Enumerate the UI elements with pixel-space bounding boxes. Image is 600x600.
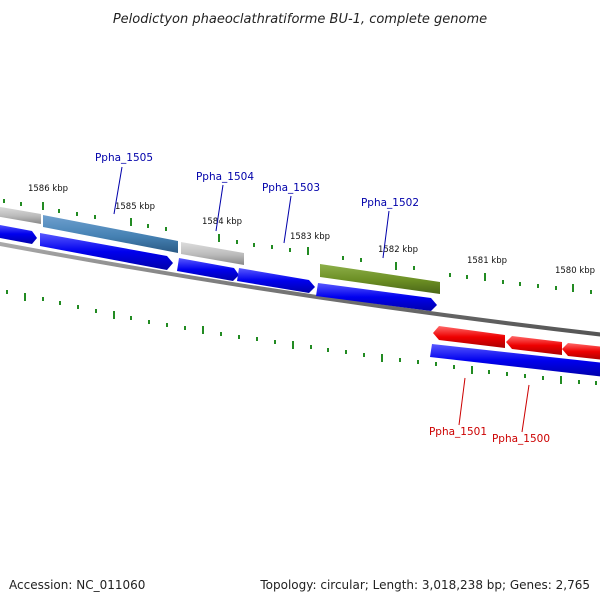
cds-arrow-ppha-1504[interactable] [177, 258, 239, 281]
outer-feature-track [0, 206, 440, 294]
forward-cds-track [0, 224, 437, 311]
cds-arrow-ppha-1502[interactable] [316, 283, 437, 311]
kbp-label: 1585 kbp [115, 202, 155, 212]
grey-feature-left[interactable] [0, 206, 41, 224]
reverse-cds-track [433, 326, 600, 360]
cds-arrow-right[interactable] [562, 343, 600, 360]
gene-label-ppha-1502[interactable]: Ppha_1502 [361, 197, 419, 209]
cds-arrow-ppha-1501[interactable] [433, 326, 505, 348]
cds-arrow-ppha-1503[interactable] [237, 268, 315, 293]
genome-summary-text: Topology: circular; Length: 3,018,238 bp… [260, 578, 590, 592]
cds-arrow-ppha-1500[interactable] [506, 336, 562, 355]
gene-label-ppha-1505[interactable]: Ppha_1505 [95, 152, 153, 164]
kbp-label: 1582 kbp [378, 245, 418, 255]
gene-label-ppha-1500[interactable]: Ppha_1500 [492, 433, 550, 445]
gene-label-ppha-1503[interactable]: Ppha_1503 [262, 182, 320, 194]
map-title: Pelodictyon phaeoclathratiforme BU-1, co… [113, 12, 487, 27]
leader-line-ppha-1502 [382, 210, 390, 259]
accession-text: Accession: NC_011060 [9, 578, 146, 592]
grey-feature-ppha-1504[interactable] [181, 242, 244, 265]
steelblue-feature-ppha-1505[interactable] [43, 215, 178, 253]
kbp-label: 1583 kbp [290, 232, 330, 242]
cds-arrow-lower[interactable] [430, 344, 600, 377]
genome-backbone [0, 241, 600, 337]
leader-line-ppha-1504 [215, 184, 224, 232]
leader-line-ppha-1501 [458, 377, 466, 426]
gene-label-ppha-1501[interactable]: Ppha_1501 [429, 426, 487, 438]
leader-line-ppha-1500 [521, 384, 530, 433]
leader-line-ppha-1505 [113, 166, 123, 215]
cds-arrow-ppha-1505[interactable] [40, 233, 173, 270]
cds-arrow[interactable] [0, 224, 37, 244]
kbp-label: 1580 kbp [555, 266, 595, 276]
kbp-label: 1581 kbp [467, 256, 507, 266]
leader-line-ppha-1503 [283, 195, 292, 244]
olive-feature-ppha-1502[interactable] [320, 264, 440, 294]
upper-tick-track [3, 199, 592, 294]
kbp-label: 1586 kbp [28, 184, 68, 194]
gene-label-ppha-1504[interactable]: Ppha_1504 [196, 171, 254, 183]
lower-tick-track [6, 290, 597, 385]
kbp-label: 1584 kbp [202, 217, 242, 227]
